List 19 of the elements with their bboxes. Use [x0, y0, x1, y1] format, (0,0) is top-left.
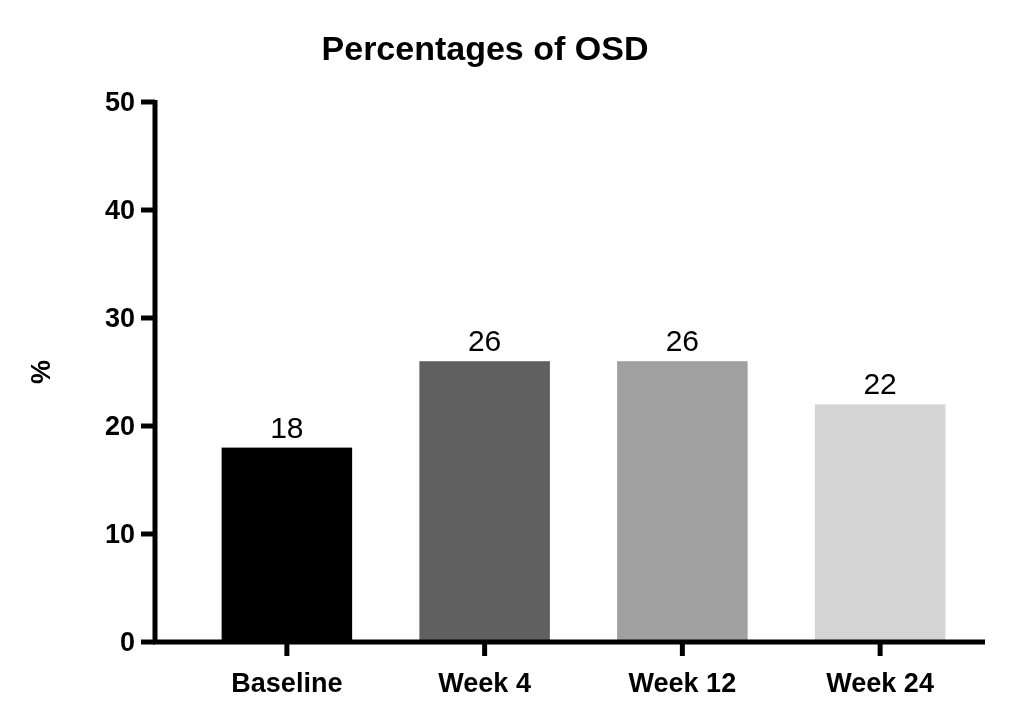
- y-tick-label: 10: [104, 519, 135, 550]
- x-tick-label: Week 4: [438, 668, 531, 698]
- y-tick-label: 30: [104, 303, 135, 334]
- data-label: 22: [863, 367, 897, 401]
- y-tick-label: 50: [104, 87, 135, 118]
- bar: [419, 361, 550, 642]
- y-axis-title: %: [26, 359, 56, 385]
- bar: [617, 361, 748, 642]
- y-tick-label: 40: [104, 195, 135, 226]
- y-tick-label: 20: [104, 411, 135, 442]
- data-label: 18: [270, 410, 304, 444]
- y-tick-label: 0: [119, 627, 135, 658]
- data-label: 26: [467, 324, 502, 358]
- x-tick-label: Week 24: [826, 668, 934, 698]
- data-label: 26: [665, 324, 700, 358]
- x-tick-label: Baseline: [231, 668, 343, 698]
- x-tick-label: Week 12: [628, 668, 737, 698]
- chart-title: Percentages of OSD: [321, 29, 649, 67]
- bar: [814, 404, 946, 642]
